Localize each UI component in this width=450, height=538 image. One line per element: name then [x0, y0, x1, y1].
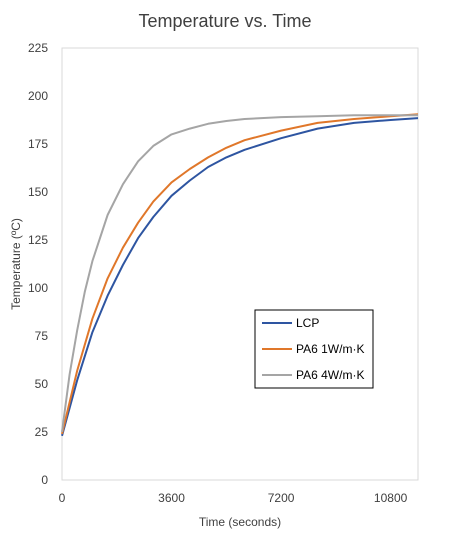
y-tick-label: 50 [35, 377, 49, 391]
series-line-2 [61, 114, 418, 433]
x-axis-label: Time (seconds) [199, 515, 281, 529]
y-tick-label: 100 [28, 281, 48, 295]
series-line-1 [61, 113, 419, 435]
series-line-0 [61, 117, 419, 437]
x-tick-label: 10800 [374, 491, 408, 505]
y-tick-label: 125 [28, 233, 48, 247]
y-tick-label: 200 [28, 89, 48, 103]
x-tick-label: 7200 [268, 491, 295, 505]
series-lines [61, 113, 419, 437]
x-axis-ticks: 0 3600 7200 10800 [59, 491, 408, 505]
y-tick-label: 150 [28, 185, 48, 199]
legend-label-2: PA6 4W/m·K [296, 368, 364, 382]
y-tick-label: 25 [35, 425, 49, 439]
legend: LCP PA6 1W/m·K PA6 4W/m·K [254, 309, 374, 389]
plot-area [61, 47, 419, 481]
y-axis-ticks: 0 25 50 75 100 125 150 175 200 225 [28, 41, 48, 487]
y-tick-label: 75 [35, 329, 49, 343]
chart-title: Temperature vs. Time [138, 11, 311, 31]
y-axis-label: Temperature (ºC) [9, 218, 23, 310]
legend-label-1: PA6 1W/m·K [296, 342, 364, 356]
y-tick-label: 175 [28, 137, 48, 151]
x-tick-label: 0 [59, 491, 66, 505]
y-tick-label: 0 [41, 473, 48, 487]
legend-label-0: LCP [296, 316, 319, 330]
y-tick-label: 225 [28, 41, 48, 55]
x-tick-label: 3600 [158, 491, 185, 505]
